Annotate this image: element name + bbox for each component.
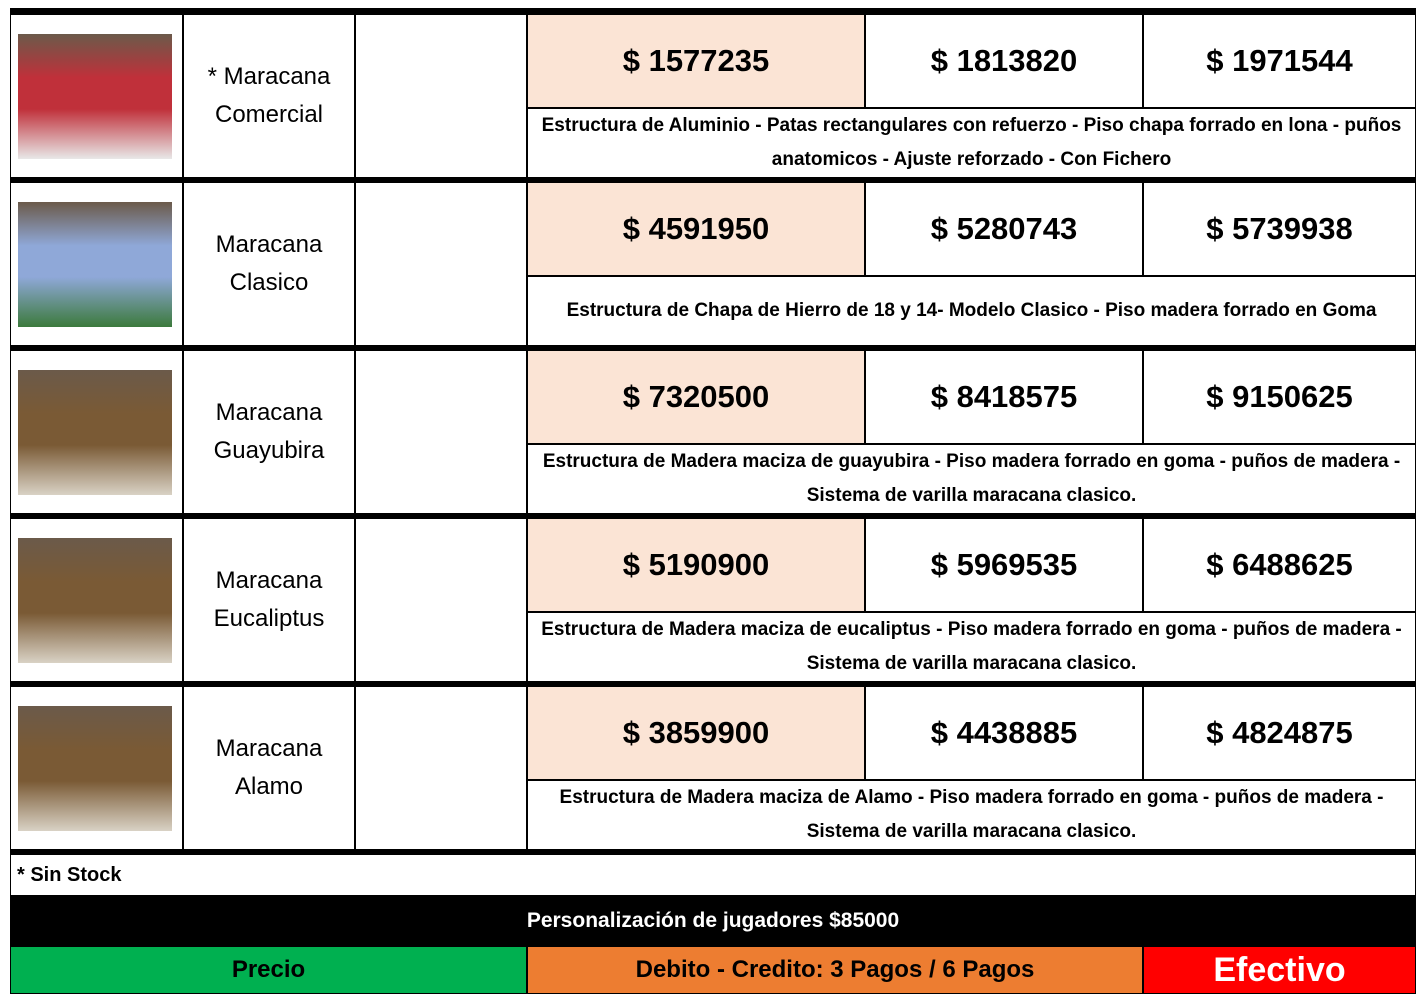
price: $ 1577235 <box>527 14 865 108</box>
price: $ 6488625 <box>1143 518 1416 612</box>
row-separator <box>10 178 1416 182</box>
description: Estructura de Chapa de Hierro de 18 y 14… <box>527 276 1416 346</box>
price: $ 5280743 <box>865 182 1143 276</box>
product-photo <box>18 202 172 327</box>
product-name: * Maracana Comercial <box>183 14 355 178</box>
stock-note: * Sin Stock <box>10 854 1416 896</box>
product-name: Maracana Clasico <box>183 182 355 346</box>
description: Estructura de Madera maciza de Alamo - P… <box>527 780 1416 850</box>
price: $ 9150625 <box>1143 350 1416 444</box>
image-cell <box>10 518 183 682</box>
image-cell <box>10 350 183 514</box>
price: $ 5969535 <box>865 518 1143 612</box>
price: $ 1813820 <box>865 14 1143 108</box>
price: $ 4591950 <box>527 182 865 276</box>
product-photo <box>18 538 172 663</box>
image-cell <box>10 14 183 178</box>
price: $ 8418575 <box>865 350 1143 444</box>
price: $ 4824875 <box>1143 686 1416 780</box>
description: Estructura de Madera maciza de guayubira… <box>527 444 1416 514</box>
price: $ 5739938 <box>1143 182 1416 276</box>
image-cell <box>10 686 183 850</box>
description: Estructura de Madera maciza de eucaliptu… <box>527 612 1416 682</box>
product-photo <box>18 706 172 831</box>
product-name: Maracana Alamo <box>183 686 355 850</box>
empty-cell <box>355 182 527 346</box>
product-photo <box>18 34 172 159</box>
empty-cell <box>355 518 527 682</box>
price: $ 1971544 <box>1143 14 1416 108</box>
legend-cash: Efectivo <box>1143 946 1416 994</box>
legend-price: Precio <box>10 946 527 994</box>
price: $ 5190900 <box>527 518 865 612</box>
price: $ 4438885 <box>865 686 1143 780</box>
product-name: Maracana Guayubira <box>183 350 355 514</box>
row-separator <box>10 514 1416 518</box>
empty-cell <box>355 14 527 178</box>
empty-cell <box>355 350 527 514</box>
product-photo <box>18 370 172 495</box>
description: Estructura de Aluminio - Patas rectangul… <box>527 108 1416 178</box>
legend-card: Debito - Credito: 3 Pagos / 6 Pagos <box>527 946 1143 994</box>
empty-cell <box>355 686 527 850</box>
price: $ 7320500 <box>527 350 865 444</box>
image-cell <box>10 182 183 346</box>
row-separator <box>10 346 1416 350</box>
banner: Personalización de jugadores $85000 <box>10 896 1416 946</box>
row-separator <box>10 682 1416 686</box>
product-name: Maracana Eucaliptus <box>183 518 355 682</box>
top-border <box>10 8 1416 14</box>
row-separator <box>10 850 1416 854</box>
price: $ 3859900 <box>527 686 865 780</box>
